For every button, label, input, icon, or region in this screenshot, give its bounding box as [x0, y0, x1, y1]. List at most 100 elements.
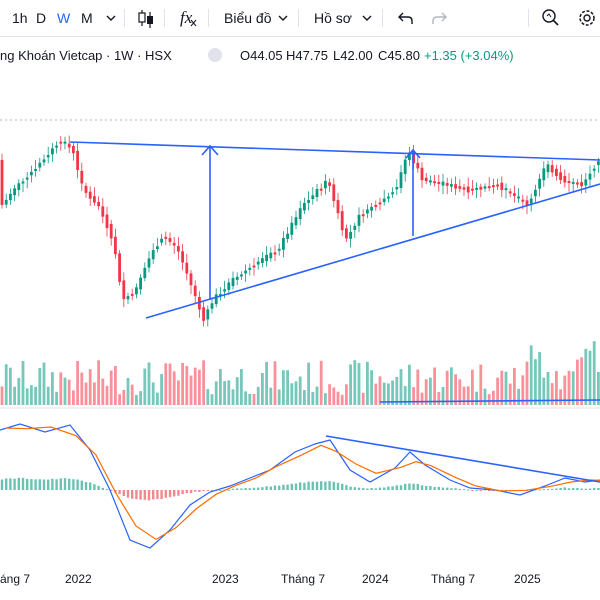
- close-value: C45.80: [378, 48, 420, 63]
- macd-histogram-bar: [84, 482, 88, 490]
- volume-bar: [471, 369, 474, 405]
- macd-histogram-bar: [492, 490, 495, 491]
- candle: [471, 188, 474, 191]
- volume-bar: [185, 365, 189, 405]
- macd-histogram-bar: [9, 478, 12, 490]
- fx-icon[interactable]: fx: [178, 0, 200, 36]
- chevron-down-icon[interactable]: [276, 0, 290, 36]
- candle: [555, 168, 558, 177]
- macd-histogram-bar: [290, 483, 293, 490]
- macd-histogram-bar: [362, 488, 365, 490]
- macd-histogram-bar: [227, 489, 230, 491]
- arrow-head-2[interactable]: [405, 148, 421, 159]
- macd-histogram-bar: [89, 482, 92, 490]
- candle: [298, 208, 302, 220]
- candle: [93, 196, 96, 203]
- interval-d[interactable]: D: [36, 10, 47, 26]
- triangle-upper-trendline[interactable]: [69, 141, 600, 161]
- symbol-title[interactable]: ng Khoán Vietcap · 1W · HSX: [0, 48, 172, 63]
- candle: [445, 183, 449, 186]
- macd-histogram-bar: [252, 487, 256, 490]
- candle: [210, 303, 214, 309]
- volume-bar: [25, 388, 29, 405]
- volume-bar: [122, 389, 126, 405]
- candle: [328, 182, 331, 186]
- macd-histogram-bar: [458, 488, 461, 490]
- macd-histogram-bar: [189, 490, 193, 494]
- volume-bar: [597, 371, 600, 405]
- candle: [9, 193, 12, 201]
- macd-histogram-bar: [584, 488, 587, 490]
- volume-bar: [391, 380, 394, 405]
- macd-histogram-bar: [51, 478, 54, 490]
- candle: [592, 168, 596, 171]
- macd-histogram-bar: [412, 483, 415, 490]
- macd-histogram-bar: [194, 490, 197, 492]
- macd-histogram-bar: [118, 490, 121, 495]
- volume-bar: [256, 386, 260, 405]
- volume-bar: [240, 369, 243, 405]
- redo-icon[interactable]: [430, 0, 448, 36]
- macd-histogram-bar: [177, 490, 180, 496]
- candle: [550, 165, 554, 173]
- volume-bar: [139, 391, 142, 405]
- macd-trendline[interactable]: [325, 435, 600, 483]
- interval-w[interactable]: W: [57, 10, 71, 26]
- volume-bar: [177, 380, 180, 405]
- volume-bar: [370, 370, 373, 405]
- interval-1h[interactable]: 1h: [12, 10, 28, 26]
- macd-histogram-bar: [454, 488, 457, 490]
- macd-histogram-bar: [219, 489, 222, 491]
- volume-trendline[interactable]: [379, 399, 600, 403]
- macd-histogram-bar: [336, 482, 340, 490]
- macd-histogram-bar: [349, 486, 352, 490]
- undo-icon[interactable]: [397, 0, 415, 36]
- volume-bar: [336, 391, 340, 405]
- macd-histogram-bar: [135, 490, 138, 500]
- volume-bar: [588, 350, 592, 405]
- candle: [59, 141, 63, 144]
- chevron-down-icon[interactable]: [360, 0, 374, 36]
- macd-histogram-bar: [17, 477, 20, 490]
- profile-menu-button[interactable]: Hồ sơ: [314, 10, 352, 26]
- volume-bar: [580, 357, 583, 405]
- candle: [88, 191, 92, 199]
- candle: [315, 188, 319, 198]
- volume-bar: [399, 369, 403, 405]
- volume-bar: [525, 361, 529, 405]
- candles-icon[interactable]: [136, 0, 156, 36]
- candle: [135, 287, 138, 295]
- chart-menu-button[interactable]: Biểu đồ: [224, 10, 272, 26]
- candle: [403, 159, 407, 174]
- macd-histogram-bar: [13, 478, 16, 490]
- candle: [160, 238, 163, 243]
- candle: [546, 164, 550, 173]
- macd-histogram-bar: [597, 487, 600, 490]
- macd-histogram-bar: [563, 487, 566, 490]
- volume-bar: [164, 363, 168, 405]
- volume-bar: [517, 388, 520, 405]
- macd-histogram-bar: [483, 489, 487, 491]
- macd-histogram-bar: [55, 479, 58, 490]
- triangle-lower-trendline[interactable]: [145, 183, 600, 319]
- macd-histogram-bar: [546, 489, 550, 491]
- candle: [433, 181, 436, 184]
- candle: [382, 198, 386, 203]
- candle: [101, 206, 105, 217]
- interval-m[interactable]: M: [81, 10, 93, 26]
- candle: [114, 236, 117, 255]
- arrow-head-1[interactable]: [201, 144, 219, 156]
- volume-bar: [235, 377, 239, 405]
- volume-bar: [563, 375, 567, 405]
- chevron-down-icon[interactable]: [104, 0, 118, 36]
- volume-bar: [55, 391, 58, 405]
- candle: [571, 181, 575, 184]
- volume-bar: [97, 360, 100, 405]
- volume-bar: [357, 363, 361, 405]
- open-value: O44.05: [240, 48, 283, 63]
- search-settings-icon[interactable]: [540, 0, 562, 36]
- volume-bar: [30, 385, 33, 405]
- gear-icon[interactable]: [576, 0, 598, 36]
- volume-bar: [172, 371, 176, 405]
